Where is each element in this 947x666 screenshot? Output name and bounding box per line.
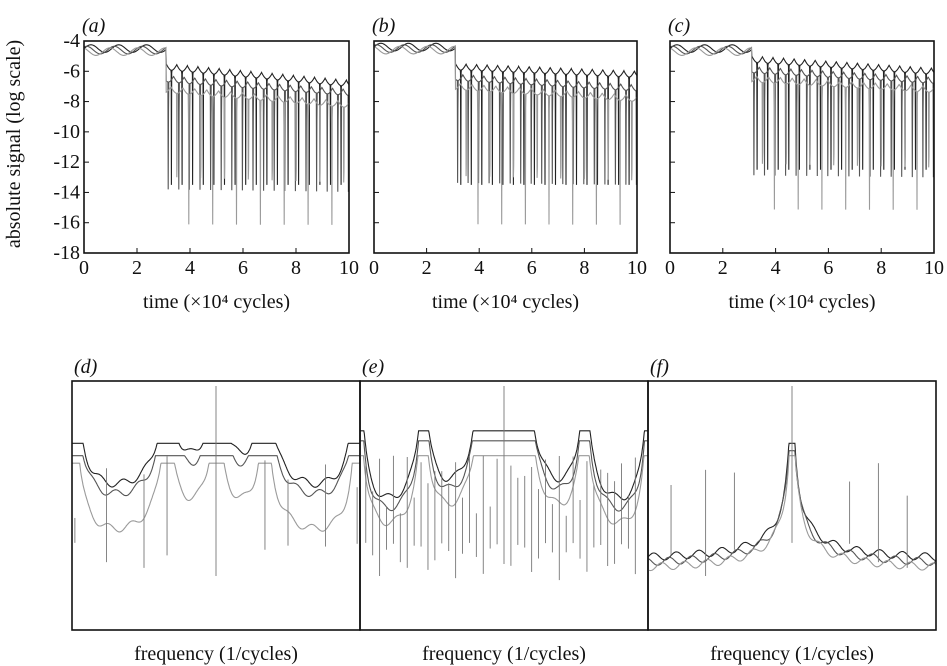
plot-frame xyxy=(83,40,350,254)
x-tick-label: 2 xyxy=(422,257,432,279)
series-3-line xyxy=(83,47,350,225)
x-tick-label: 10 xyxy=(339,257,359,279)
frequency-panel-1: frequency (1/cycles) (d) xyxy=(71,356,361,665)
y-axis-title: absolute signal (log scale) xyxy=(3,40,25,248)
series-3-line xyxy=(373,45,638,225)
y-tick-label: -16 xyxy=(53,212,80,234)
x-tick-label: 6 xyxy=(527,257,537,279)
x-tick-label: 4 xyxy=(185,257,195,279)
series-1-line xyxy=(83,44,350,185)
panel-label: (c) xyxy=(668,15,691,37)
x-axis-title: time (×10⁴ cycles) xyxy=(432,291,579,313)
x-tick-label: 10 xyxy=(627,257,647,279)
x-tick-label: 10 xyxy=(924,257,944,279)
panel-label: (a) xyxy=(82,15,106,37)
y-tick-label: -18 xyxy=(53,242,80,264)
x-axis-title: time (×10⁴ cycles) xyxy=(143,291,290,313)
x-tick-label: 0 xyxy=(665,257,675,279)
x-axis-title: frequency (1/cycles) xyxy=(422,643,586,665)
time-panel-2: 0 2 4 6 8 10 time (×10⁴ cycles) (b) xyxy=(369,15,647,313)
x-tick-label: 2 xyxy=(132,257,142,279)
y-tick-label: -12 xyxy=(53,151,80,173)
panel-label: (e) xyxy=(362,356,385,378)
x-axis-title: frequency (1/cycles) xyxy=(710,643,874,665)
y-tick-label: -8 xyxy=(63,91,80,113)
x-tick-label: 2 xyxy=(718,257,728,279)
time-panel-3: 0 2 4 6 8 10 time (×10⁴ cycles) (c) xyxy=(665,15,944,313)
plot-frame xyxy=(669,40,935,254)
x-axis-title: time (×10⁴ cycles) xyxy=(728,291,875,313)
plot-frame xyxy=(647,380,937,631)
x-tick-label: 8 xyxy=(876,257,886,279)
x-tick-label: 8 xyxy=(291,257,301,279)
panels: 0 2 4 6 8 10 -4 -6 -8 -10 -12 -14 -16 -18 time (×10⁴ c… xyxy=(53,15,944,665)
plot-frame xyxy=(373,40,638,254)
x-tick-label: 4 xyxy=(474,257,484,279)
x-tick-label: 6 xyxy=(823,257,833,279)
y-tick-label: -14 xyxy=(53,181,80,203)
x-axis-title: frequency (1/cycles) xyxy=(134,643,298,665)
x-tick-label: 6 xyxy=(238,257,248,279)
panel-label: (b) xyxy=(372,15,396,37)
x-tick-label: 0 xyxy=(369,257,379,279)
x-tick-label: 8 xyxy=(579,257,589,279)
y-tick-label: -10 xyxy=(53,121,80,143)
series-1-line xyxy=(669,44,935,170)
series-3-line xyxy=(669,47,935,210)
frequency-panel-3: frequency (1/cycles) (f) xyxy=(647,356,937,665)
frequency-panel-2: frequency (1/cycles) (e) xyxy=(359,356,649,665)
time-panel-1: 0 2 4 6 8 10 -4 -6 -8 -10 -12 -14 -16 -18 time (×10⁴ c… xyxy=(53,15,359,313)
x-tick-label: 4 xyxy=(771,257,781,279)
y-tick-label: -4 xyxy=(63,30,80,52)
panel-label: (d) xyxy=(74,356,98,378)
x-tick-label: 0 xyxy=(79,257,89,279)
series-1-line xyxy=(373,42,638,185)
panel-label: (f) xyxy=(650,356,669,378)
y-tick-label: -6 xyxy=(63,60,80,82)
